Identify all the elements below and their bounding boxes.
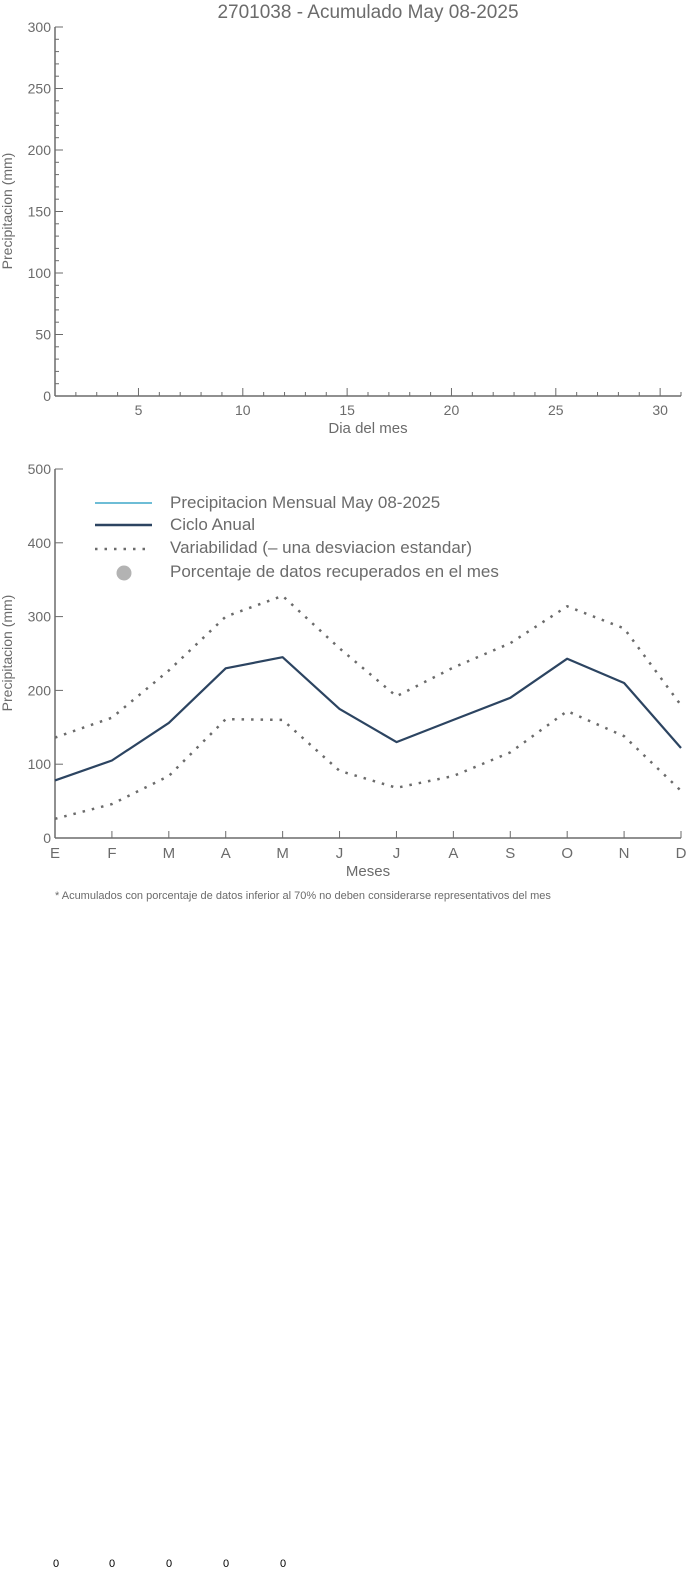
legend-swatch-dot: [116, 565, 132, 581]
axes: [54, 468, 682, 839]
y-tick-label: 100: [28, 265, 52, 281]
x-tick-label: 25: [548, 402, 564, 418]
x-tick-label: 5: [135, 402, 143, 418]
x-tick-label: 10: [235, 402, 251, 418]
variability-lower-line: [54, 709, 682, 821]
x-axis-label: Meses: [346, 863, 390, 880]
y-tick-label: 250: [28, 81, 52, 97]
tick-labels: 0 50 100 150 200 250 300 5 10 15 20 25 30: [28, 19, 668, 418]
bottom-value: 0: [280, 1558, 286, 1570]
y-tick-label: 150: [28, 204, 52, 220]
daily-accumulation-chart: 2701038 - Acumulado May 08-2025 Precipit…: [0, 2, 682, 437]
x-tick-label: J: [393, 845, 401, 862]
x-tick-label: M: [276, 845, 289, 862]
x-tick-label: 15: [339, 402, 355, 418]
y-tick-label: 300: [28, 609, 52, 625]
y-axis-label: Precipitacion (mm): [0, 595, 15, 712]
y-tick-label: 0: [43, 388, 51, 404]
series-lines: [54, 594, 683, 821]
x-tick-label: D: [676, 845, 687, 862]
x-tick-label: 30: [652, 402, 668, 418]
y-tick-label: 50: [35, 327, 51, 343]
legend-label: Variabilidad (– una desviacion estandar): [170, 538, 472, 557]
x-tick-label: 20: [444, 402, 460, 418]
x-tick-label: E: [50, 845, 60, 862]
footnote: * Acumulados con porcentaje de datos inf…: [55, 890, 551, 902]
bottom-value: 0: [53, 1558, 59, 1570]
x-tick-label: A: [448, 845, 458, 862]
x-tick-label: A: [221, 845, 231, 862]
variability-upper-line: [54, 594, 683, 739]
annual-cycle-line: [54, 656, 682, 782]
x-axis-label: Dia del mes: [328, 420, 407, 437]
y-tick-label: 100: [28, 756, 52, 772]
x-tick-label: M: [163, 845, 176, 862]
bottom-value: 0: [166, 1558, 172, 1570]
x-tick-label: O: [561, 845, 573, 862]
x-tick-label: N: [619, 845, 630, 862]
legend-label: Porcentaje de datos recuperados en el me…: [170, 562, 499, 581]
legend-label: Ciclo Anual: [170, 515, 255, 534]
y-tick-label: 0: [43, 830, 51, 846]
x-tick-label: J: [336, 845, 344, 862]
axes: [54, 26, 682, 397]
bottom-value: 0: [109, 1558, 115, 1570]
y-axis-label: Precipitacion (mm): [0, 153, 15, 270]
y-tick-label: 400: [28, 535, 52, 551]
tick-labels: 0 100 200 300 400 500 E F M A M J J A S O N D: [28, 461, 687, 862]
legend-label: Precipitacion Mensual May 08-2025: [170, 493, 440, 512]
bottom-value: 0: [223, 1558, 229, 1570]
y-tick-label: 200: [28, 142, 52, 158]
y-tick-label: 300: [28, 19, 52, 35]
x-tick-label: S: [505, 845, 515, 862]
y-tick-label: 500: [28, 461, 52, 477]
y-tick-label: 200: [28, 682, 52, 698]
bottom-values: 0 0 0 0 0: [53, 1558, 286, 1570]
chart-title: 2701038 - Acumulado May 08-2025: [217, 2, 518, 23]
annual-cycle-chart: Precipitacion (mm) Meses 0 100 200 300 400 50…: [0, 461, 687, 880]
x-tick-label: F: [107, 845, 116, 862]
legend: Precipitacion Mensual May 08-2025 Ciclo A…: [95, 493, 499, 581]
